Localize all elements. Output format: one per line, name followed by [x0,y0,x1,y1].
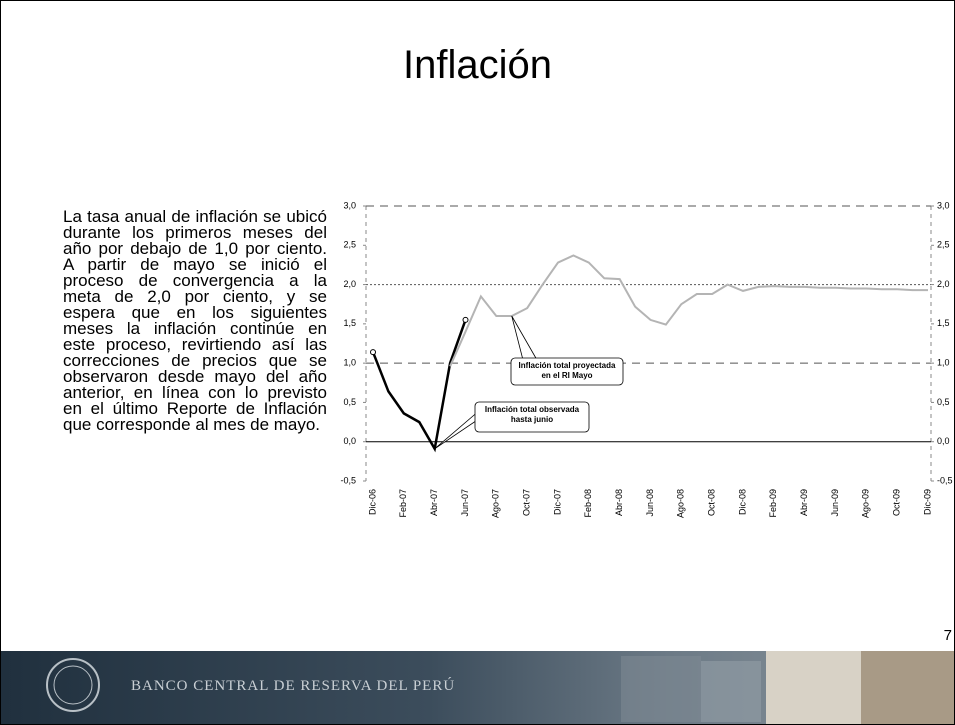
y-tick-label: 3,0 [343,200,356,210]
x-tick-label: Dic-08 [737,489,747,515]
annotation: Inflación total proyectada [519,361,616,370]
x-tick-label: Feb-08 [583,489,593,518]
logo [54,666,92,704]
y-tick-label: 2,0 [343,279,356,289]
y2-tick-label: 1,5 [937,318,950,328]
photo [621,656,701,722]
y-tick-label: 0,0 [343,436,356,446]
y2-tick-label: 2,5 [937,240,950,250]
y-tick-label: 0,5 [343,397,356,407]
logo [47,659,99,711]
x-tick-label: Dic-09 [922,489,932,515]
x-tick-label: Dic-07 [552,489,562,515]
slide: Inflación La tasa anual de inflación se … [0,0,955,725]
x-tick-label: Ago-08 [676,489,686,518]
x-tick-label: Abr-09 [799,489,809,516]
x-tick-label: Oct-07 [522,489,532,516]
x-tick-label: Ago-09 [861,489,871,518]
y-tick-label: 1,5 [343,318,356,328]
y2-tick-label: 3,0 [937,200,950,210]
page-number: 7 [944,627,952,644]
chart: -0,5 0,0 0,5 1,0 1,5 2,0 2,5 3,0 -0,5 0,0 0,5 1,0 1,… [1,1,954,641]
line-series [373,320,466,449]
y2-tick-label: -0,5 [937,475,953,485]
annotation: Inflación total observada [485,405,580,414]
annotation: en el RI Mayo [541,371,592,380]
x-tick-label: Abr-07 [429,489,439,516]
end-marker [371,350,376,355]
x-tick-label: Abr-08 [614,489,624,516]
y2-tick-label: 0,5 [937,397,950,407]
x-tick-label: Jun-08 [645,489,655,517]
x-tick-label: Feb-09 [768,489,778,518]
y2-tick-label: 0,0 [937,436,950,446]
y-tick-label: -0,5 [340,475,356,485]
footer: BANCO CENTRAL DE RESERVA DEL PERÚ [1,651,954,724]
photo [766,651,861,724]
bank-name: BANCO CENTRAL DE RESERVA DEL PERÚ [131,678,455,695]
photo [701,661,761,722]
callout-pointer [512,316,537,360]
x-tick-label: Oct-09 [892,489,902,516]
annotation: hasta junio [511,415,553,424]
x-tick-label: Oct-08 [707,489,717,516]
y-tick-label: 1,0 [343,358,356,368]
end-marker [463,317,468,322]
x-tick-label: Ago-07 [491,489,501,518]
x-tick-label: Dic-06 [367,489,377,515]
photo [861,651,954,724]
x-tick-label: Jun-07 [460,489,470,517]
y2-tick-label: 1,0 [937,358,950,368]
y-tick-label: 2,5 [343,240,356,250]
x-tick-label: Feb-07 [398,489,408,518]
x-tick-label: Jun-09 [830,489,840,517]
y2-tick-label: 2,0 [937,279,950,289]
